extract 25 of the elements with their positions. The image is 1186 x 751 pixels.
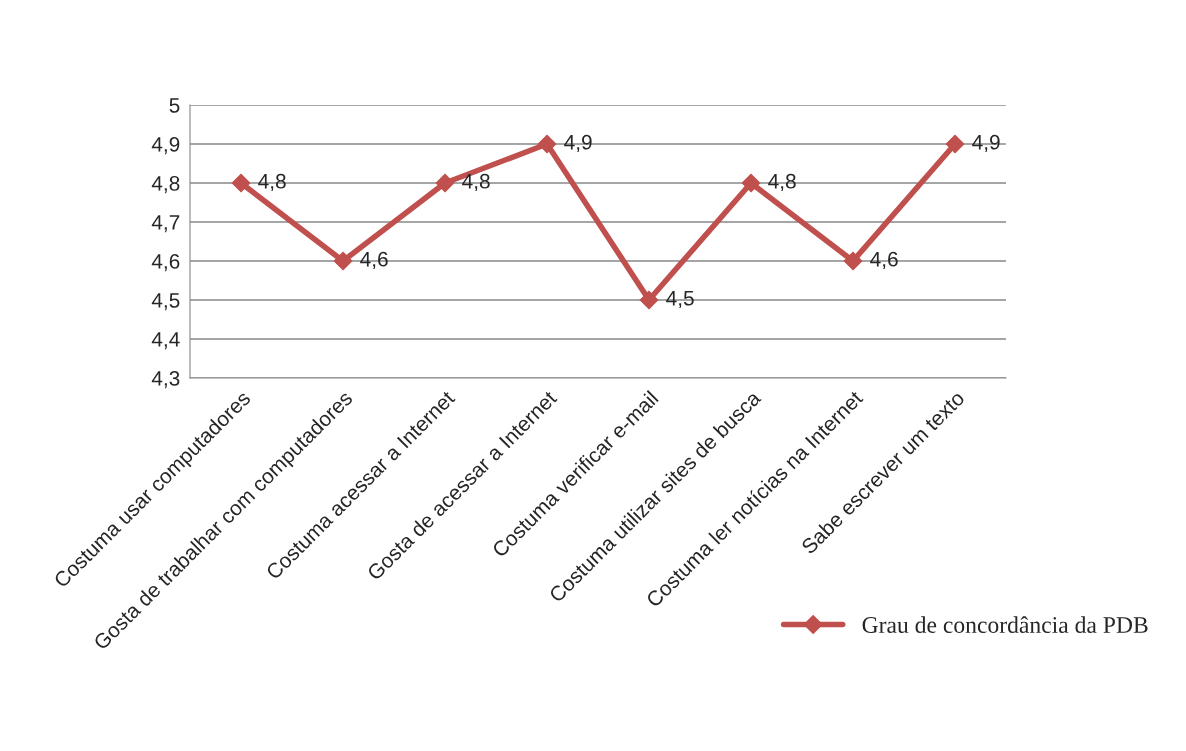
data-label: 4,9 [564, 134, 592, 153]
y-tick-label: 4,9 [151, 137, 180, 155]
y-tick-label: 4,5 [151, 293, 180, 311]
point [537, 134, 557, 154]
data-label: 4,6 [360, 251, 388, 270]
data-label: 4,8 [258, 173, 286, 192]
point [435, 173, 455, 193]
point [843, 251, 863, 271]
point [231, 173, 251, 193]
y-tick-label: 4,4 [151, 332, 180, 350]
data-label: 4,8 [768, 173, 796, 192]
data-label: 4,5 [666, 291, 694, 309]
data-label: 4,6 [870, 251, 898, 270]
y-tick-label: 4,6 [151, 254, 180, 272]
point [333, 251, 353, 271]
data-label: 4,9 [972, 134, 1000, 153]
y-tick-label: 4,3 [151, 371, 180, 389]
y-tick-label: 4,7 [151, 215, 180, 233]
legend-label: Grau de concordância da PDB [862, 616, 1148, 633]
point [639, 290, 659, 310]
y-tick-label: 5 [169, 98, 180, 113]
point [945, 134, 965, 154]
point [741, 173, 761, 193]
data-label: 4,8 [462, 173, 490, 192]
y-tick-label: 4,8 [151, 176, 180, 194]
